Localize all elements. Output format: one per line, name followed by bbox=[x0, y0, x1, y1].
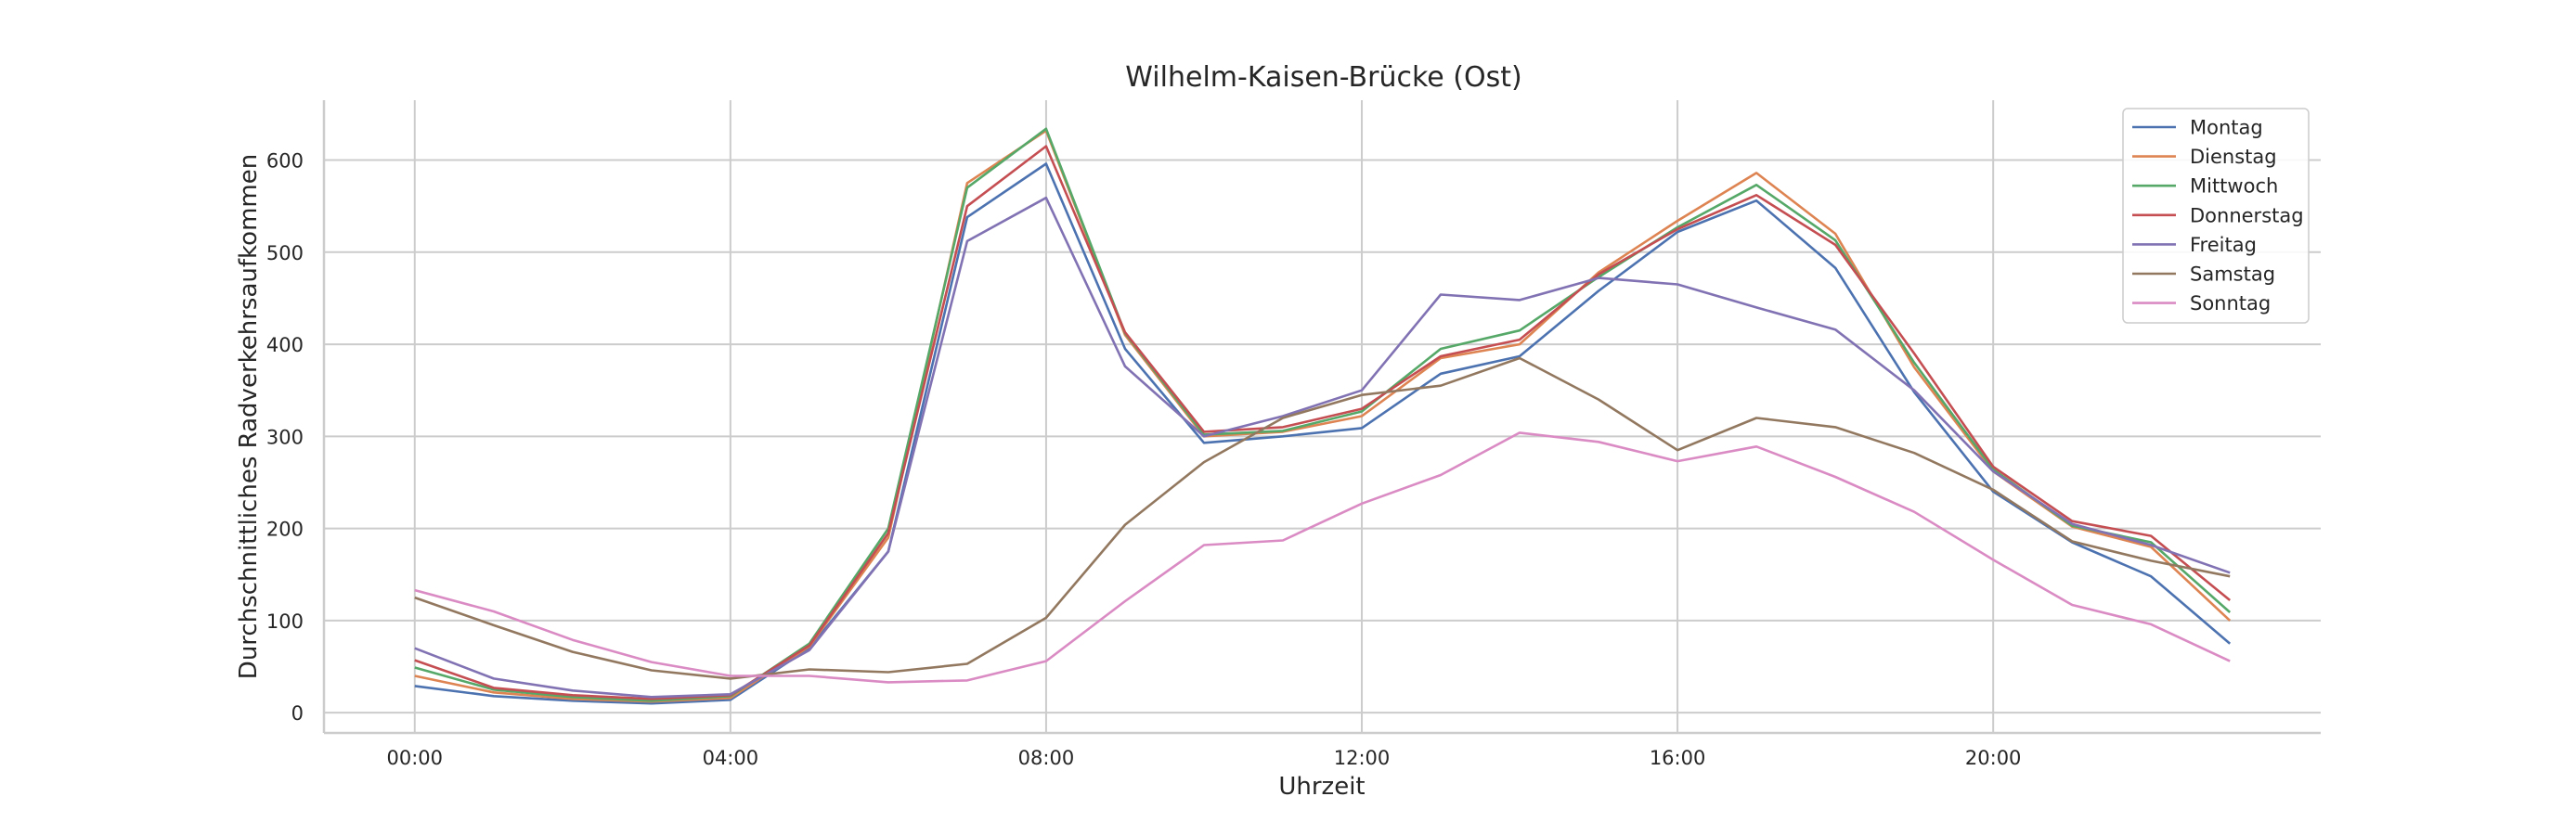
legend-label-dienstag: Dienstag bbox=[2190, 146, 2277, 168]
gridlines bbox=[324, 100, 2321, 733]
x-tick-label: 00:00 bbox=[387, 747, 444, 769]
y-tick-label: 600 bbox=[266, 150, 304, 173]
legend: Montag Dienstag Mittwoch Donnerstag Freitag S… bbox=[2122, 108, 2310, 324]
legend-label-montag: Montag bbox=[2190, 117, 2263, 139]
series-lines bbox=[414, 127, 2232, 705]
series-line-freitag bbox=[414, 196, 2231, 699]
y-tick-labels: 0 100 200 300 400 500 600 bbox=[266, 150, 304, 726]
x-tick-labels: 00:00 04:00 08:00 12:00 16:00 20:00 bbox=[387, 747, 2022, 769]
chart-title: Wilhelm-Kaisen-Brücke (Ost) bbox=[1125, 61, 1521, 94]
series-line-montag bbox=[414, 162, 2232, 705]
legend-label-freitag: Freitag bbox=[2190, 234, 2257, 256]
legend-label-sonntag: Sonntag bbox=[2190, 292, 2271, 315]
legend-label-mittwoch: Mittwoch bbox=[2190, 175, 2278, 198]
x-tick-label: 20:00 bbox=[1965, 747, 2022, 769]
y-tick-label: 300 bbox=[266, 426, 304, 448]
x-tick-label: 08:00 bbox=[1018, 747, 1075, 769]
y-tick-label: 0 bbox=[291, 702, 304, 725]
legend-frame bbox=[2122, 108, 2310, 324]
x-tick-label: 16:00 bbox=[1650, 747, 1706, 769]
series-line-sonntag bbox=[414, 431, 2231, 684]
y-tick-label: 100 bbox=[266, 610, 304, 633]
series-line-samstag bbox=[414, 356, 2231, 680]
y-tick-label: 200 bbox=[266, 519, 304, 541]
x-tick-label: 12:00 bbox=[1334, 747, 1391, 769]
x-tick-label: 04:00 bbox=[703, 747, 759, 769]
x-axis-label: Uhrzeit bbox=[1278, 773, 1365, 801]
series-line-dienstag bbox=[414, 129, 2232, 703]
y-tick-label: 400 bbox=[266, 334, 304, 356]
y-tick-label: 500 bbox=[266, 242, 304, 264]
legend-label-donnerstag: Donnerstag bbox=[2190, 204, 2304, 226]
legend-label-samstag: Samstag bbox=[2190, 263, 2275, 286]
y-axis-label: Durchschnittliches Radverkehrsaufkommen bbox=[235, 154, 263, 679]
